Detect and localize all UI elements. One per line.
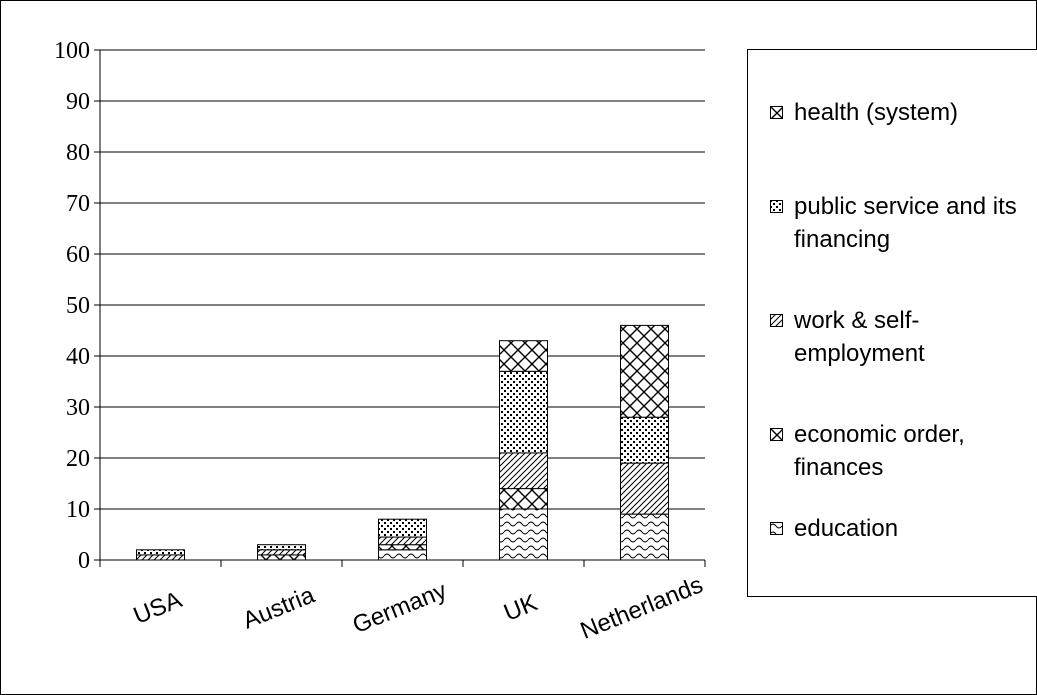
gridlines: [100, 49, 705, 510]
legend-label: economic order, finances: [794, 421, 965, 481]
y-tick-label: 100: [54, 38, 90, 64]
bar-segment: [378, 518, 427, 538]
legend-swatch: [770, 200, 783, 213]
y-tick-label: 30: [66, 395, 90, 421]
bar-segment: [620, 324, 669, 418]
legend-label: work & self-employment: [794, 307, 925, 367]
legend-label: education: [794, 515, 899, 542]
x-tick-label: USA: [130, 586, 186, 630]
y-tick-label: 60: [66, 242, 90, 268]
legend-item: education: [770, 512, 1037, 545]
bar-segment: [499, 452, 548, 490]
x-tick-label: UK: [500, 589, 541, 627]
legend-item: economic order, finances: [770, 418, 1037, 484]
x-tick-label: Netherlands: [577, 571, 707, 645]
bar-segment: [620, 416, 669, 464]
legend-swatch: [770, 428, 783, 441]
x-tick-label: Germany: [349, 577, 451, 639]
y-tick-label: 50: [66, 293, 90, 319]
bar-segment: [378, 536, 427, 546]
bar-segment: [136, 549, 185, 556]
legend-swatch: [770, 522, 783, 535]
legend-label: health (system): [794, 99, 959, 126]
bar-segment: [620, 513, 669, 561]
legend-label: public service and its financing: [794, 193, 1017, 253]
bar-segment: [378, 544, 427, 551]
y-tick-label: 40: [66, 344, 90, 370]
y-tick-label: 70: [66, 191, 90, 217]
bar-segment: [257, 554, 306, 561]
y-tick-label: 90: [66, 89, 90, 115]
y-tick-label: 80: [66, 140, 90, 166]
bars: [136, 324, 669, 561]
bar-segment: [499, 488, 548, 510]
legend-swatch: [770, 314, 783, 327]
bar-segment: [620, 462, 669, 515]
bar-segment: [136, 554, 185, 561]
legend-item: health (system): [770, 96, 1037, 129]
legend-swatch: [770, 106, 783, 119]
bar-segment: [499, 340, 548, 372]
legend-item: public service and its financing: [770, 190, 1037, 256]
bar-segment: [499, 370, 548, 454]
legend: health (system) public service and its fi…: [747, 49, 1037, 597]
y-tick-label: 20: [66, 446, 90, 472]
x-tick-label: Austria: [239, 581, 319, 634]
legend-item: work & self-employment: [770, 304, 1037, 370]
bar-segment: [378, 549, 427, 561]
y-tick-label: 0: [78, 548, 90, 574]
bar-segment: [257, 544, 306, 551]
y-tick-label: 10: [66, 497, 90, 523]
bar-segment: [257, 549, 306, 556]
bar-segment: [499, 508, 548, 561]
